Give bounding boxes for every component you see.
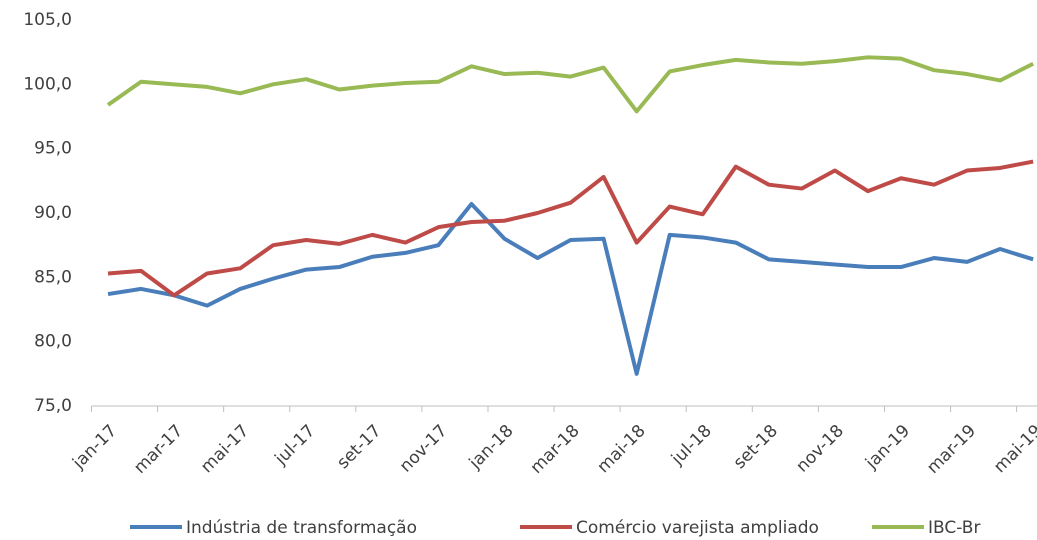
y-tick-label: 90,0 [34,203,72,223]
series-line [106,55,1035,114]
x-tick-label: jul-18 [667,421,716,470]
x-tick-label: mar-18 [527,421,584,478]
x-tick-label: jul-17 [271,421,320,470]
y-tick-label: 75,0 [34,396,72,416]
y-tick-label: 100,0 [23,74,72,94]
y-tick-label: 85,0 [34,267,72,287]
y-tick-label: 105,0 [23,10,72,30]
x-tick-label: nov-17 [396,421,452,477]
x-tick-label: jan-17 [68,421,121,474]
y-tick-label: 80,0 [34,332,72,352]
y-tick-label: 95,0 [34,139,72,159]
x-tick-label: mai-19 [990,421,1037,477]
x-tick-label: mai-17 [197,421,253,477]
series-line [107,159,1034,298]
x-tick-label: jan-18 [465,421,518,474]
x-tick-label: mai-18 [594,421,650,477]
x-tick-label: set-18 [730,421,782,473]
legend-label: Comércio varejista ampliado [576,518,819,538]
series-line [107,201,1034,376]
legend-label: IBC-Br [928,518,980,538]
legend-label: Indústria de transformação [186,518,417,538]
x-tick-label: mar-19 [923,421,980,478]
x-tick-label: mar-17 [130,421,187,478]
x-tick-label: jan-19 [861,421,914,474]
x-tick-label: nov-18 [792,421,848,477]
x-tick-label: set-17 [333,421,385,473]
